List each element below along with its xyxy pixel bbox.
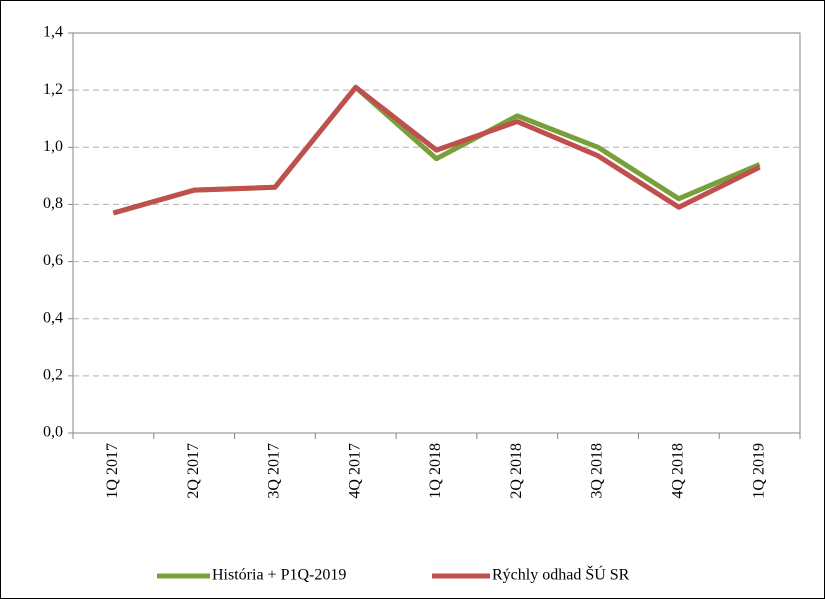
x-tick-label: 2Q 2017 [185, 443, 202, 499]
x-tick-label: 3Q 2018 [589, 443, 606, 499]
x-tick-label: 4Q 2017 [346, 443, 363, 499]
series-line [112, 84, 761, 216]
y-tick-label: 0,2 [43, 367, 63, 384]
y-tick-label: 0,6 [43, 252, 63, 269]
x-tick-label: 3Q 2017 [266, 443, 283, 499]
x-tick-label: 4Q 2018 [670, 443, 687, 499]
x-tick-label: 1Q 2019 [750, 443, 767, 499]
y-tick-label: 0,4 [43, 309, 63, 326]
y-tick-label: 1,2 [43, 81, 63, 98]
x-tick-label: 2Q 2018 [508, 443, 525, 499]
plot-area [72, 32, 801, 434]
y-tick-label: 1,4 [43, 24, 63, 41]
x-tick-label: 1Q 2017 [104, 443, 121, 499]
legend-label: História + P1Q-2019 [212, 567, 346, 584]
x-tick-label: 1Q 2018 [427, 443, 444, 499]
y-tick-label: 0,0 [43, 424, 63, 441]
y-tick-label: 1,0 [43, 138, 63, 155]
legend-label: Rýchly odhad ŠÚ SR [492, 565, 630, 584]
y-tick-label: 0,8 [43, 195, 63, 212]
